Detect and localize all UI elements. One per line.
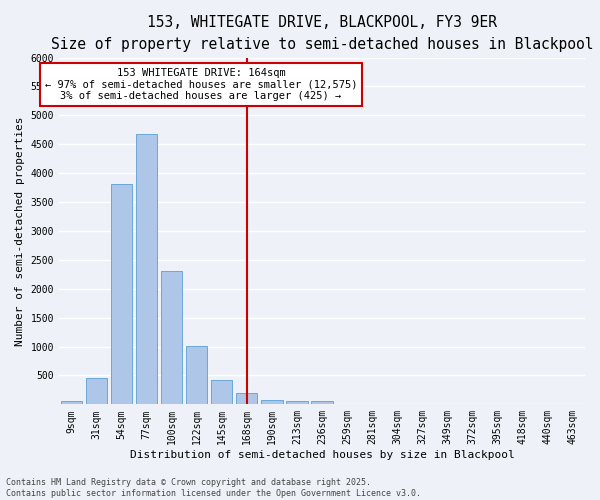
Bar: [211, 380, 232, 404]
Bar: [286, 401, 308, 404]
Bar: [311, 402, 332, 404]
Text: 153 WHITEGATE DRIVE: 164sqm
← 97% of semi-detached houses are smaller (12,575)
3: 153 WHITEGATE DRIVE: 164sqm ← 97% of sem…: [45, 68, 357, 101]
Bar: [161, 272, 182, 404]
Title: 153, WHITEGATE DRIVE, BLACKPOOL, FY3 9ER
Size of property relative to semi-detac: 153, WHITEGATE DRIVE, BLACKPOOL, FY3 9ER…: [51, 15, 593, 52]
Bar: [186, 346, 208, 405]
Bar: [136, 134, 157, 404]
Bar: [111, 184, 132, 404]
Bar: [236, 393, 257, 404]
Bar: [61, 402, 82, 404]
Bar: [86, 378, 107, 404]
X-axis label: Distribution of semi-detached houses by size in Blackpool: Distribution of semi-detached houses by …: [130, 450, 514, 460]
Bar: [261, 400, 283, 404]
Text: Contains HM Land Registry data © Crown copyright and database right 2025.
Contai: Contains HM Land Registry data © Crown c…: [6, 478, 421, 498]
Y-axis label: Number of semi-detached properties: Number of semi-detached properties: [15, 116, 25, 346]
